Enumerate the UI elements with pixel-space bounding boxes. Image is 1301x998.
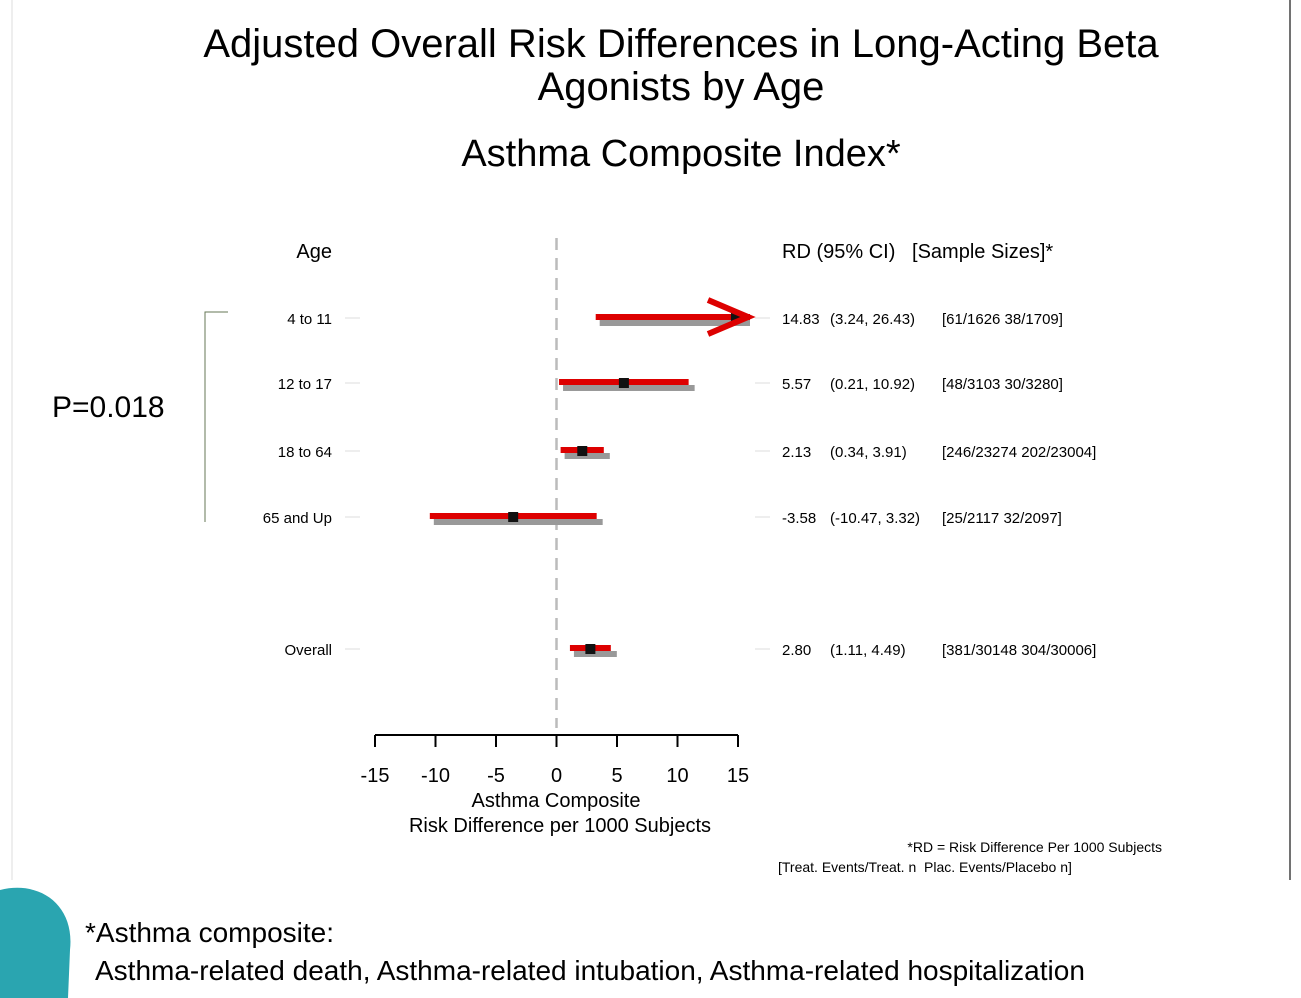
category-label: 65 and Up: [263, 510, 332, 527]
column-header: RD (95% CI) [Sample Sizes]*: [782, 241, 1053, 263]
decoration: [0, 887, 71, 998]
plot-area: [429, 313, 750, 657]
footnote: [Treat. Events/Treat. n Plac. Events/Pla…: [778, 859, 1072, 875]
x-axis-label: Asthma Composite: [472, 790, 641, 812]
estimate-label: 2.80: [782, 642, 811, 659]
estimate-label: 2.13: [782, 444, 811, 461]
sample-size-label: [48/3103 30/3280]: [942, 376, 1063, 393]
estimate-label: 5.57: [782, 376, 811, 393]
x-tick-label: 5: [611, 765, 622, 787]
note: *Asthma composite:: [85, 917, 334, 948]
ci-label: (0.34, 3.91): [830, 444, 907, 461]
sample-size-label: [381/30148 304/30006]: [942, 642, 1096, 659]
p-value: P=0.018: [52, 391, 165, 424]
footnote: *RD = Risk Difference Per 1000 Subjects: [907, 839, 1162, 855]
column-header: Age: [296, 241, 332, 263]
category-label: 18 to 64: [278, 444, 332, 461]
point-estimate: [618, 378, 629, 388]
note: Asthma-related death, Asthma-related int…: [95, 955, 1085, 986]
sample-size-label: [246/23274 202/23004]: [942, 444, 1096, 461]
point-estimate: [730, 313, 741, 323]
point-estimate: [508, 512, 519, 522]
sample-size-label: [25/2117 32/2097]: [942, 510, 1062, 527]
title: Agonists by Age: [538, 65, 825, 109]
x-tick-label: -15: [361, 765, 390, 787]
title: Adjusted Overall Risk Differences in Lon…: [203, 22, 1159, 66]
x-tick-label: 10: [666, 765, 688, 787]
estimate-label: 14.83: [782, 311, 820, 328]
ci-label: (-10.47, 3.32): [830, 510, 920, 527]
bracket: [204, 311, 228, 522]
ci-arrow: [706, 297, 756, 337]
x-tick-label: -10: [421, 765, 450, 787]
ci-label: (3.24, 26.43): [830, 311, 915, 328]
subtitle: Asthma Composite Index*: [461, 133, 901, 175]
x-tick-label: 15: [727, 765, 749, 787]
sample-size-label: [61/1626 38/1709]: [942, 311, 1063, 328]
x-tick-label: 0: [551, 765, 562, 787]
ci-label: (0.21, 10.92): [830, 376, 915, 393]
category-label: Overall: [284, 642, 332, 659]
point-estimate: [585, 644, 596, 654]
x-axis-label: Risk Difference per 1000 Subjects: [409, 815, 711, 837]
point-estimate: [577, 446, 588, 456]
category-label: 4 to 11: [287, 311, 332, 328]
category-label: 12 to 17: [278, 376, 332, 393]
ci-label: (1.11, 4.49): [830, 642, 906, 659]
x-tick-label: -5: [487, 765, 505, 787]
estimate-label: -3.58: [782, 510, 816, 527]
